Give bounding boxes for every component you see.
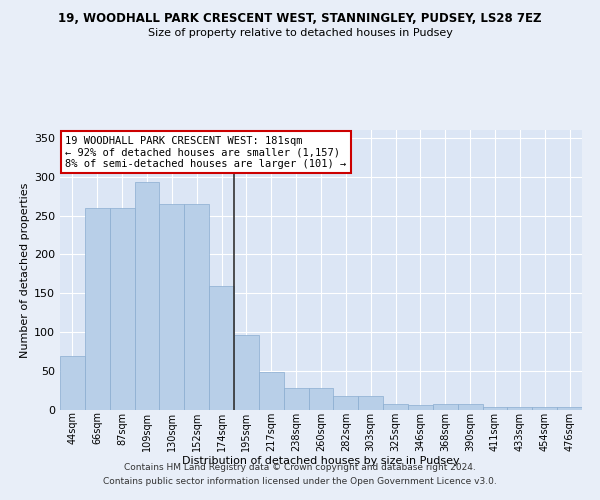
Bar	[60, 356, 85, 410]
Bar	[308, 388, 334, 410]
Bar	[234, 334, 259, 410]
Text: Contains public sector information licensed under the Open Government Licence v3: Contains public sector information licen…	[103, 477, 497, 486]
Text: 19, WOODHALL PARK CRESCENT WEST, STANNINGLEY, PUDSEY, LS28 7EZ: 19, WOODHALL PARK CRESCENT WEST, STANNIN…	[58, 12, 542, 26]
Bar	[134, 182, 160, 410]
Bar	[508, 407, 532, 410]
Bar	[433, 404, 458, 410]
X-axis label: Distribution of detached houses by size in Pudsey: Distribution of detached houses by size …	[182, 456, 460, 466]
Bar	[334, 396, 358, 410]
Y-axis label: Number of detached properties: Number of detached properties	[20, 182, 30, 358]
Text: Contains HM Land Registry data © Crown copyright and database right 2024.: Contains HM Land Registry data © Crown c…	[124, 464, 476, 472]
Text: 19 WOODHALL PARK CRESCENT WEST: 181sqm
← 92% of detached houses are smaller (1,1: 19 WOODHALL PARK CRESCENT WEST: 181sqm ←…	[65, 136, 346, 169]
Bar	[408, 406, 433, 410]
Bar	[184, 204, 209, 410]
Text: Size of property relative to detached houses in Pudsey: Size of property relative to detached ho…	[148, 28, 452, 38]
Bar	[383, 404, 408, 410]
Bar	[110, 208, 134, 410]
Bar	[259, 372, 284, 410]
Bar	[458, 404, 482, 410]
Bar	[160, 204, 184, 410]
Bar	[482, 407, 508, 410]
Bar	[284, 388, 308, 410]
Bar	[557, 407, 582, 410]
Bar	[209, 286, 234, 410]
Bar	[85, 208, 110, 410]
Bar	[358, 396, 383, 410]
Bar	[532, 407, 557, 410]
